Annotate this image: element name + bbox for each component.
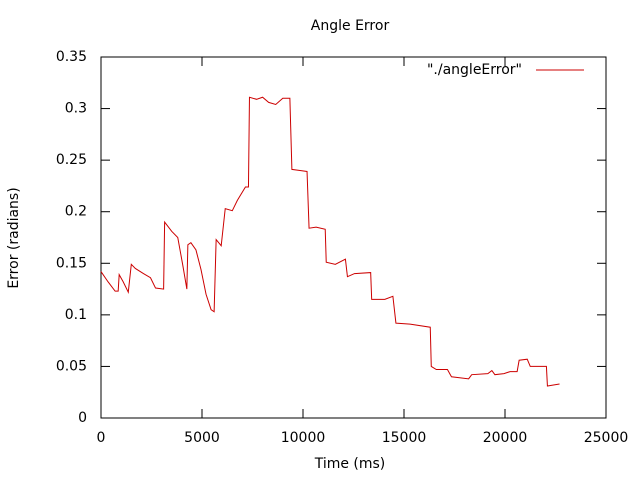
y-tick-label: 0.25: [56, 152, 87, 168]
y-tick-label: 0.15: [56, 255, 87, 271]
x-tick-label: 5000: [184, 430, 220, 446]
x-tick-label: 10000: [281, 430, 326, 446]
y-tick-label: 0.1: [65, 307, 87, 323]
y-tick-label: 0.35: [56, 49, 87, 65]
y-tick-label: 0.3: [65, 101, 87, 117]
x-tick-label: 15000: [382, 430, 427, 446]
x-tick-label: 0: [97, 430, 106, 446]
chart-title: Angle Error: [311, 18, 390, 34]
y-tick-label: 0.2: [65, 204, 87, 220]
legend-label: "./angleError": [427, 62, 522, 78]
y-axis-label: Error (radians): [6, 187, 22, 288]
y-tick-label: 0.05: [56, 358, 87, 374]
x-axis-label: Time (ms): [314, 456, 386, 472]
plot-border: [100, 56, 607, 419]
x-tick-label: 25000: [584, 430, 629, 446]
x-tick-label: 20000: [483, 430, 528, 446]
data-line: [100, 96, 560, 387]
y-tick-label: 0: [78, 410, 87, 426]
